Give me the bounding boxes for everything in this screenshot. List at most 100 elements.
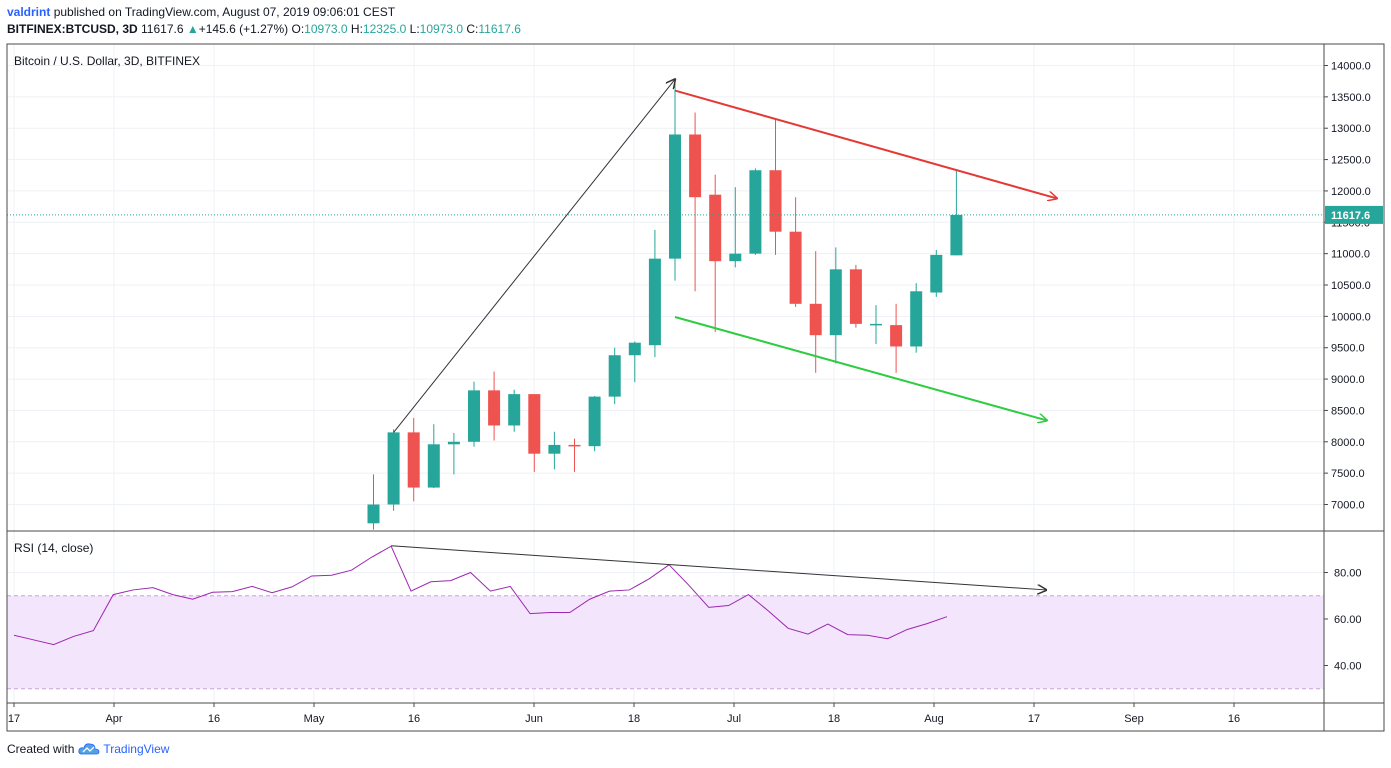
candle-body — [769, 170, 782, 232]
symbol-label: BITFINEX:BTCUSD, 3D — [7, 22, 138, 36]
candle[interactable] — [568, 438, 581, 472]
tradingview-brand[interactable]: TradingView — [103, 742, 170, 756]
price-tick-label: 9000.0 — [1331, 374, 1365, 386]
candle[interactable] — [387, 429, 400, 511]
candle[interactable] — [528, 394, 541, 472]
close-value: 11617.6 — [478, 22, 521, 36]
candle-body — [608, 355, 621, 397]
price-tick-label: 9500.0 — [1331, 343, 1365, 355]
rsi-divergence-line[interactable] — [391, 545, 1046, 590]
trendline-rally[interactable] — [393, 79, 675, 433]
candle[interactable] — [588, 396, 601, 452]
candle[interactable] — [789, 197, 802, 307]
time-axis[interactable]: 17 Apr 16 May 16 Jun 18 Jul 18 Aug 17 Sep 16 — [8, 703, 1240, 725]
time-tick-label: Jun — [525, 713, 543, 725]
frame — [6, 43, 1385, 732]
time-tick-label: 16 — [408, 713, 420, 725]
candle[interactable] — [669, 79, 681, 281]
time-tick-label: 17 — [8, 713, 20, 725]
support-line[interactable] — [674, 316, 1047, 420]
chart-title: Bitcoin / U.S. Dollar, 3D, BITFINEX — [14, 54, 200, 68]
price-tick-label: 11000.0 — [1331, 249, 1370, 261]
candle-body — [407, 432, 420, 488]
candle-body — [588, 396, 601, 447]
candle[interactable] — [930, 249, 943, 297]
time-tick-label: May — [304, 713, 325, 725]
time-tick-label: 16 — [208, 713, 220, 725]
open-label: O: — [291, 22, 305, 36]
time-tick-label: 17 — [1028, 713, 1040, 725]
last-price-badge-bg — [1325, 205, 1383, 224]
price-tick-label: 10000.0 — [1331, 311, 1371, 323]
candle[interactable] — [769, 118, 782, 255]
price-tick-label: 14000.0 — [1331, 61, 1371, 73]
rsi-pane[interactable] — [7, 545, 1324, 690]
candle[interactable] — [628, 341, 641, 383]
candle-body — [890, 325, 903, 347]
rsi-axis[interactable]: 80.00 60.00 40.00 — [1324, 568, 1362, 673]
last-price-badge[interactable]: 11617.6 — [1325, 205, 1383, 224]
candle-body — [447, 441, 460, 445]
candle[interactable] — [407, 417, 420, 502]
author-name[interactable]: valdrint — [7, 5, 51, 19]
published-text: published on TradingView.com, August 07,… — [53, 5, 396, 19]
candle[interactable] — [890, 303, 903, 373]
candle[interactable] — [447, 433, 460, 475]
time-tick-label: Sep — [1124, 713, 1144, 725]
created-with-label: Created with — [7, 742, 75, 756]
candle[interactable] — [648, 229, 661, 358]
rsi-line — [13, 545, 948, 646]
candle-body — [528, 394, 541, 454]
high-value: 12325.0 — [362, 22, 407, 36]
time-tick-label: 18 — [828, 713, 840, 725]
candle-body — [427, 444, 440, 488]
drawings[interactable] — [391, 79, 1057, 590]
candle-body — [669, 134, 681, 259]
price-tick-label: 10500.0 — [1331, 280, 1371, 292]
time-tick-label: 16 — [1228, 713, 1240, 725]
price-axis[interactable]: 7000.0 7500.0 8000.0 8500.0 9000.0 9500.0 1000… — [1324, 61, 1383, 512]
candle[interactable] — [488, 371, 501, 441]
candle[interactable] — [508, 389, 521, 432]
candle[interactable] — [427, 424, 440, 489]
candle[interactable] — [809, 251, 822, 373]
price-tick-label: 13000.0 — [1331, 123, 1371, 135]
price-tick-label: 8000.0 — [1331, 437, 1365, 449]
time-tick-label: Apr — [105, 713, 122, 725]
candle[interactable] — [950, 170, 963, 256]
candle[interactable] — [468, 381, 480, 447]
candle-body — [829, 269, 842, 336]
candle[interactable] — [829, 247, 842, 364]
tradingview-cloud-icon — [78, 743, 100, 755]
candle-body — [849, 269, 862, 324]
candle-body — [950, 214, 963, 256]
candle[interactable] — [689, 112, 702, 292]
price-tick-label: 7000.0 — [1331, 500, 1365, 512]
candle[interactable] — [729, 187, 742, 268]
candles[interactable] — [367, 79, 963, 530]
low-label: L: — [409, 22, 420, 36]
candle[interactable] — [608, 347, 621, 405]
candle-body — [367, 504, 380, 524]
price-tick-label: 12000.0 — [1331, 186, 1371, 198]
symbol-info-bar: BITFINEX:BTCUSD, 3D 11617.6 ▲+145.6 (+1.… — [7, 22, 521, 36]
candle[interactable] — [849, 264, 862, 328]
candle-body — [789, 231, 802, 304]
up-arrow-icon: ▲ — [186, 22, 199, 36]
price-tick-label: 12500.0 — [1331, 155, 1371, 167]
candle[interactable] — [749, 168, 762, 255]
candle-body — [729, 253, 742, 262]
candle[interactable] — [709, 174, 722, 333]
candle[interactable] — [910, 283, 923, 353]
candle[interactable] — [367, 474, 380, 530]
candle[interactable] — [548, 431, 561, 470]
footer: Created with TradingView — [7, 742, 169, 756]
chart-border — [6, 43, 1385, 732]
candle-body — [628, 342, 641, 356]
candle-body — [870, 323, 882, 326]
close-label: C: — [466, 22, 479, 36]
candle[interactable] — [870, 305, 882, 344]
resistance-line[interactable] — [674, 89, 1057, 199]
candle-body — [809, 303, 822, 336]
